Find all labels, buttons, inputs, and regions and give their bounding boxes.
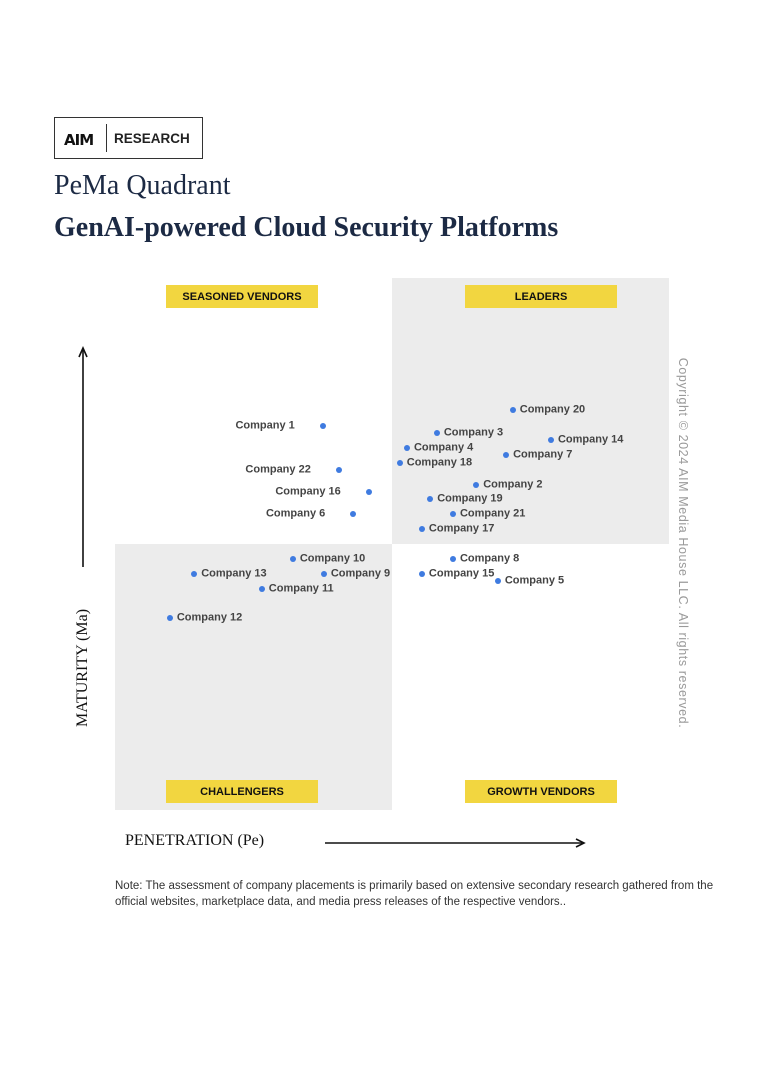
aim-logo-mark: AIM	[64, 131, 94, 149]
data-point	[191, 570, 198, 577]
quadrant-label-growth-vendors: GROWTH VENDORS	[465, 780, 617, 803]
data-point	[396, 460, 403, 467]
page-title: PeMa Quadrant	[54, 170, 231, 201]
data-point-label: Company 4	[413, 441, 474, 454]
footnote: Note: The assessment of company placemen…	[115, 880, 714, 908]
data-point-label: Company 11	[268, 582, 334, 595]
data-point-label: Company 5	[504, 574, 565, 587]
data-point-label: Company 6	[265, 507, 326, 520]
copyright-notice: Copyright © 2024 AIM Media House LLC. Al…	[676, 357, 690, 729]
data-point-label: Company 14	[557, 433, 624, 446]
data-point-label: Company 3	[443, 426, 504, 439]
data-point	[509, 406, 516, 413]
data-point-label: Company 18	[406, 456, 473, 469]
data-point	[335, 467, 342, 474]
data-point	[418, 526, 425, 533]
data-point	[449, 511, 456, 518]
logo-divider	[106, 124, 107, 152]
x-axis-label: PENETRATION (Pe)	[125, 832, 265, 849]
data-point	[427, 495, 434, 502]
data-point-label: Company 15	[428, 567, 495, 580]
data-point	[547, 437, 554, 444]
data-point	[418, 570, 425, 577]
data-point	[320, 570, 327, 577]
data-point-label: Company 19	[437, 492, 503, 505]
challengers-quadrant	[115, 544, 392, 810]
quadrant-label-seasoned-vendors: SEASONED VENDORS	[166, 285, 318, 308]
data-point-label: Company 13	[201, 567, 267, 580]
data-point	[258, 586, 265, 593]
quadrant-label-leaders: LEADERS	[465, 285, 617, 308]
data-point	[289, 555, 296, 562]
maturity-arrow-icon	[78, 346, 88, 567]
data-point	[494, 578, 501, 585]
leaders-quadrant	[392, 278, 669, 544]
data-point-label: Company 1	[235, 419, 295, 432]
quadrant-label-challengers: CHALLENGERS	[166, 780, 318, 803]
data-point-label: Company 21	[459, 507, 526, 520]
data-point	[350, 511, 357, 518]
data-point-label: Company 9	[330, 567, 391, 580]
data-point-label: Company 16	[275, 485, 341, 498]
data-point-label: Company 20	[519, 403, 586, 416]
data-point	[365, 488, 372, 495]
data-point	[449, 555, 456, 562]
data-point-label: Company 2	[483, 478, 543, 491]
data-point	[473, 481, 480, 488]
data-point	[319, 422, 326, 429]
aim-research-logo: AIM RESEARCH	[54, 117, 203, 159]
data-point-label: Company 8	[459, 552, 520, 565]
logo-text: RESEARCH	[114, 131, 190, 146]
data-point-label: Company 22	[245, 463, 311, 476]
data-point-label: Company 12	[176, 611, 243, 624]
data-point-label: Company 10	[299, 552, 366, 565]
data-point-label: Company 17	[428, 522, 495, 535]
data-point-label: Company 7	[513, 448, 573, 461]
data-point	[166, 614, 173, 621]
quadrant-plot: SEASONED VENDORS LEADERS CHALLENGERS GRO…	[115, 278, 669, 810]
page-subtitle: GenAI-powered Cloud Security Platforms	[54, 212, 559, 243]
data-point	[403, 445, 410, 452]
data-point	[433, 429, 440, 436]
y-axis-label: MATURITY (Ma)	[74, 608, 91, 728]
penetration-arrow-icon	[325, 838, 586, 848]
data-point	[503, 452, 510, 459]
